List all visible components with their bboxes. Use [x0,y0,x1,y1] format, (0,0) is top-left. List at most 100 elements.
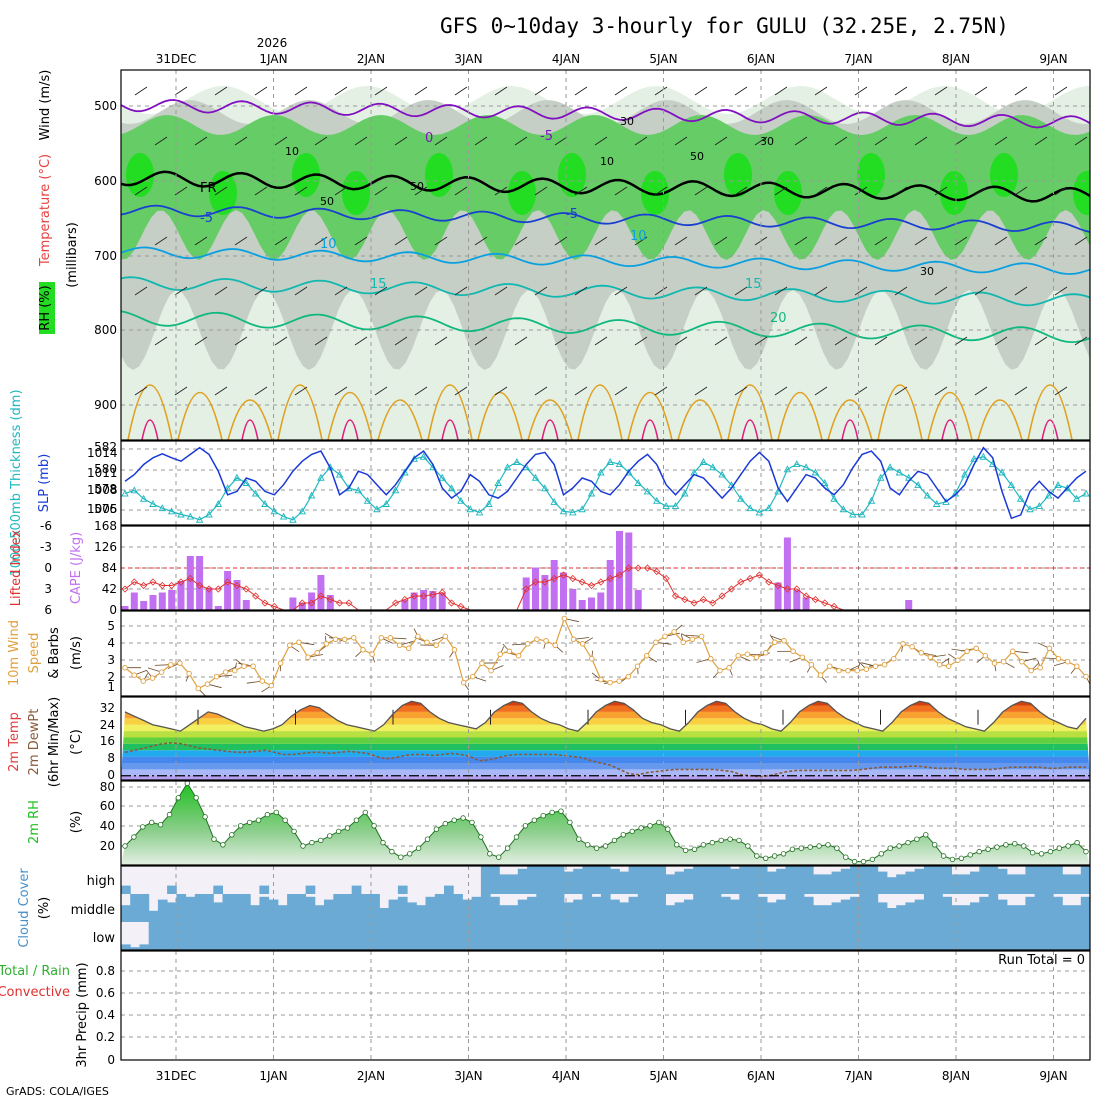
cloud-low-cell [868,922,879,950]
wind-barb [394,236,408,246]
cloud-high-cell [868,866,879,894]
thickness-point [737,494,745,502]
panel-frame [120,696,1091,781]
cloud-low-cell [250,922,260,950]
thickness-point [298,507,307,515]
lifted-index-series [124,567,1086,611]
rh-point [202,814,208,820]
thickness-point [1026,505,1034,513]
thickness-point [876,473,885,481]
lifted-index-point [578,578,586,586]
cloud-middle-cell [167,902,177,922]
rh-point [665,826,671,832]
cloud-high-cell [840,868,851,894]
rh-band-bright [126,153,154,197]
cloud-low-cell [157,922,168,950]
wind-barb [934,286,948,296]
cloud-middle-cell [693,894,703,922]
rh-point [807,844,813,850]
thickness-point [223,484,232,492]
wind-speed-point [286,642,293,649]
cloud-middle-cell [277,905,288,922]
wind-speed-point [653,639,659,646]
wind-barb [694,186,708,196]
thickness-point [279,512,288,520]
pressure-tick: 500 [94,99,117,113]
rh-contour-label: 10 [285,145,299,158]
thickness-point [485,500,493,507]
cloud-low-cell [923,922,934,950]
cloud-middle-cell [739,894,749,922]
lifted-index-point [401,595,409,604]
thickness-point [158,504,167,512]
rh-point [709,839,715,846]
wind-axis-label: Wind (m/s) [38,70,53,141]
rh-point [362,809,368,816]
temp-contour-label: 15 [745,277,762,292]
cloud-high-cell [822,874,833,894]
cloud-high-cell [887,877,897,894]
thickness-point [587,489,596,497]
cloud-middle-cell [1006,905,1017,922]
wind-barb [674,336,688,346]
temp-contour-minus5 [121,204,1090,233]
wind-speed-point [808,661,815,668]
cloud-middle-cell [241,894,251,922]
cloud-low-cell [600,922,611,950]
rh-point [585,842,591,848]
rh-tick: 60 [100,799,115,813]
precip-tick: 0.6 [96,986,115,1000]
cloud-high-cell [702,866,713,894]
rh-point [389,848,395,855]
wind-barb [234,136,248,146]
rh-band-bright [558,153,586,197]
wind-barb [714,236,728,246]
wind-barb [934,86,948,96]
wind-barb [454,186,468,196]
wind-barb [294,386,308,396]
cloud-high-cell [1043,866,1054,894]
cloud-high-cell [121,885,131,894]
wind-barb [1014,386,1028,396]
cloud-middle-cell [877,902,888,922]
cloud-high-cell [600,866,611,894]
temp-color-band [121,743,1090,751]
wind-speed-point [616,678,622,684]
cloud-low-cell [305,922,316,950]
bottom-date-label: 1JAN [259,1069,287,1083]
thickness-point [765,504,773,512]
rh-point [994,844,1000,850]
wind-barb [774,86,788,96]
wind-barb [554,236,568,246]
thickness-point [848,510,857,518]
wind-speed-point [936,661,943,668]
temp-contour-20 [121,310,1090,344]
rh-point [487,851,493,857]
wind-speed-point [1055,655,1062,662]
wind-barb [794,136,808,146]
cloud-high-cell [1016,874,1026,894]
cloud-high-cell [720,866,731,894]
wind-barb [574,186,588,196]
lifted-index-point [541,578,549,586]
wind-speed-point [369,651,375,657]
wind-speed-point [415,633,421,640]
cloud-low-cell [536,922,546,950]
wind-barb [714,336,728,346]
cape-tick: 168 [94,519,117,533]
rh-point [843,854,849,860]
rh-point [246,819,253,826]
panel-frame [120,610,1091,697]
wind-barb [474,136,488,146]
wind-barb [274,336,288,346]
lifted-index-point [587,581,596,590]
temp-axis-label-3: (6hr Min/Max) [47,697,62,787]
temp-contour-25 [527,399,573,440]
thickness-point [681,489,689,497]
thickness-point [139,494,148,502]
wind-barb [394,136,408,146]
lifted-index-point [793,585,801,593]
wind-barb [194,236,208,246]
rh-point [522,823,529,829]
cloud-low-cell [1006,922,1017,950]
